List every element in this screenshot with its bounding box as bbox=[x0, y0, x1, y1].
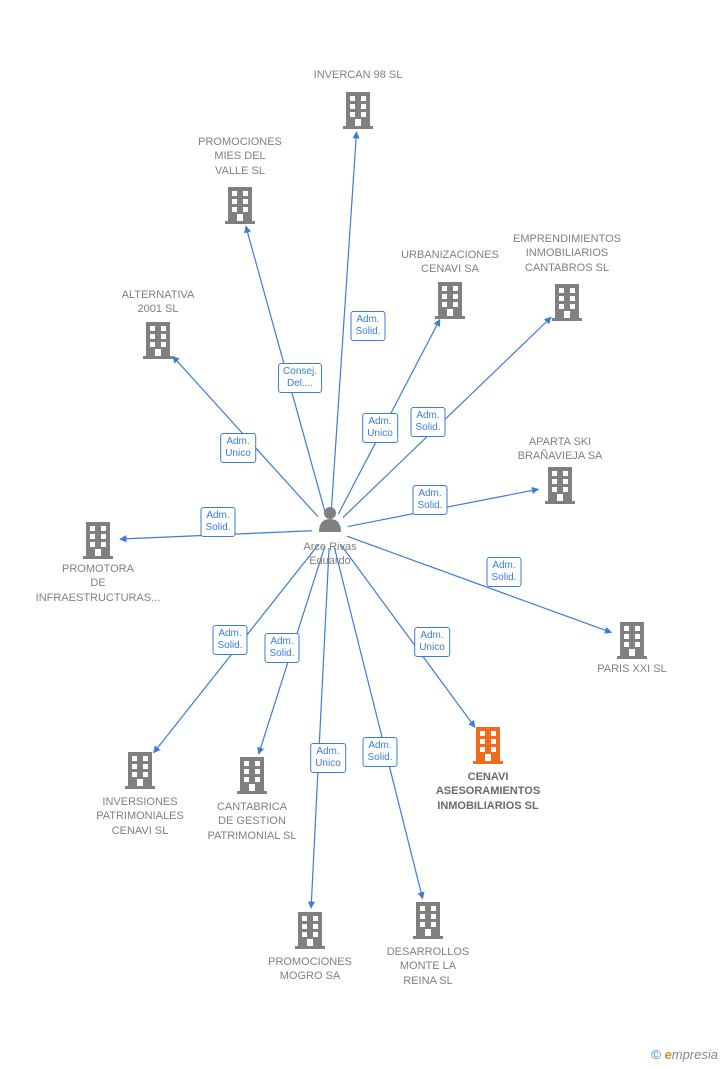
node-label: PROMOCIONES MOGRO SA bbox=[268, 955, 352, 984]
node-label: URBANIZACIONES CENAVI SA bbox=[401, 248, 499, 277]
node-label: INVERCAN 98 SL bbox=[314, 68, 403, 82]
building-icon bbox=[237, 757, 267, 794]
edge-label: Adm. Solid. bbox=[350, 311, 385, 341]
node-label: ALTERNATIVA 2001 SL bbox=[122, 288, 195, 317]
building-icon bbox=[473, 727, 503, 764]
building-icon bbox=[143, 322, 173, 359]
edge-line bbox=[311, 548, 329, 908]
network-canvas bbox=[0, 0, 728, 1070]
edge-label: Adm. Solid. bbox=[264, 633, 299, 663]
person-icon bbox=[319, 507, 341, 532]
building-icon bbox=[552, 284, 582, 321]
building-icon bbox=[295, 912, 325, 949]
building-icon bbox=[435, 282, 465, 319]
edge-label: Adm. Unico bbox=[362, 413, 398, 443]
building-icon bbox=[125, 752, 155, 789]
node-label: CANTABRICA DE GESTION PATRIMONIAL SL bbox=[207, 800, 296, 843]
edge-label: Adm. Unico bbox=[414, 627, 450, 657]
edge-label: Adm. Solid. bbox=[212, 625, 247, 655]
node-label: INVERSIONES PATRIMONIALES CENAVI SL bbox=[96, 795, 184, 838]
building-icon bbox=[413, 902, 443, 939]
building-icon bbox=[545, 467, 575, 504]
node-label: CENAVI ASESORAMIENTOS INMOBILIARIOS SL bbox=[436, 770, 540, 813]
edge-line bbox=[341, 545, 475, 728]
building-icon bbox=[617, 622, 647, 659]
edge-label: Adm. Unico bbox=[220, 433, 256, 463]
copyright: © empresia bbox=[651, 1047, 718, 1062]
node-label: PROMOCIONES MIES DEL VALLE SL bbox=[198, 135, 282, 178]
building-icon bbox=[343, 92, 373, 129]
edge-line bbox=[334, 547, 422, 898]
edge-label: Adm. Solid. bbox=[362, 737, 397, 767]
edge-label: Adm. Solid. bbox=[412, 485, 447, 515]
edge-label: Consej. Del.... bbox=[278, 363, 322, 393]
node-label: DESARROLLOS MONTE LA REINA SL bbox=[387, 945, 470, 988]
node-label: PROMOTORA DE INFRAESTRUCTURAS... bbox=[36, 562, 161, 605]
node-label: EMPRENDIMIENTOS INMOBILIARIOS CANTABROS … bbox=[513, 232, 621, 275]
building-icon bbox=[83, 522, 113, 559]
edge-label: Adm. Unico bbox=[310, 743, 346, 773]
edge-line bbox=[347, 536, 611, 632]
node-label: APARTA SKI BRAÑAVIEJA SA bbox=[518, 435, 603, 464]
edge-label: Adm. Solid. bbox=[410, 407, 445, 437]
center-person-label: Arce Rivas Eduardo bbox=[303, 540, 356, 569]
edge-label: Adm. Solid. bbox=[486, 557, 521, 587]
edge-label: Adm. Solid. bbox=[200, 507, 235, 537]
node-label: PARIS XXI SL bbox=[597, 662, 667, 676]
building-icon bbox=[225, 187, 255, 224]
